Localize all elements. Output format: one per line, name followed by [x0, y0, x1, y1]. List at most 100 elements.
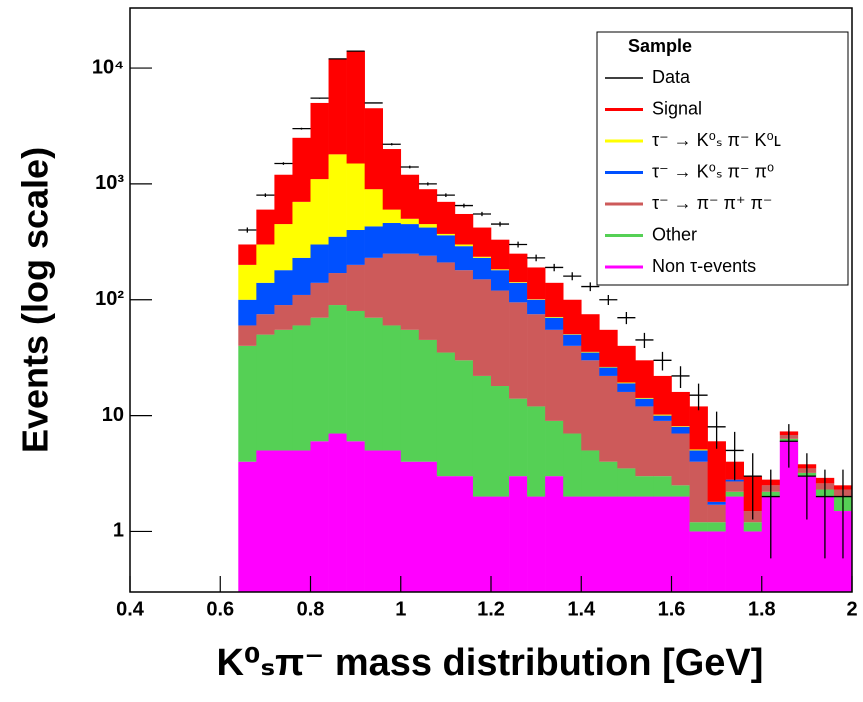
data-point: [310, 97, 329, 99]
bar: [545, 317, 564, 330]
bar: [707, 441, 726, 502]
data-point: [671, 366, 690, 388]
x-tick-label: 1.8: [748, 598, 776, 620]
bar: [328, 305, 347, 434]
bar: [581, 450, 600, 497]
bar: [382, 450, 402, 592]
bar: [454, 476, 474, 592]
bar: [599, 329, 618, 367]
bar: [346, 163, 365, 231]
data-point: [833, 469, 852, 559]
bar: [418, 255, 438, 340]
plot-area: [238, 50, 852, 592]
bar: [346, 441, 365, 592]
bar: [527, 267, 546, 300]
y-tick-label: 10⁴: [92, 56, 124, 78]
bar: [310, 317, 329, 442]
x-axis-label: K⁰ₛπ⁻ mass distribution [GeV]: [217, 642, 764, 684]
bar: [491, 386, 510, 497]
bar: [653, 415, 672, 421]
bar: [436, 233, 456, 236]
bar: [454, 213, 474, 245]
bar: [436, 262, 456, 353]
bar: [418, 339, 438, 462]
data-point: [563, 272, 582, 281]
bar: [310, 441, 329, 592]
bar: [581, 360, 600, 451]
bar: [364, 189, 383, 227]
x-tick-label: 0.8: [297, 598, 325, 620]
bar: [436, 476, 456, 592]
bar: [527, 299, 546, 300]
bar: [563, 299, 582, 335]
bar: [292, 201, 311, 258]
bar: [689, 406, 708, 450]
bar: [779, 441, 799, 592]
bar: [292, 137, 311, 202]
bar: [509, 282, 528, 283]
bar: [274, 174, 293, 225]
bar: [382, 149, 402, 210]
bar: [310, 102, 329, 180]
bar: [274, 270, 293, 306]
bar: [292, 325, 311, 451]
data-point: [725, 431, 744, 481]
legend-label: Data: [652, 67, 691, 87]
x-tick-label: 1.4: [567, 598, 596, 620]
bar: [472, 375, 492, 497]
bar: [472, 256, 492, 258]
bar: [545, 420, 564, 477]
bar: [671, 426, 690, 434]
legend-label: Non τ-events: [652, 256, 756, 276]
x-tick-label: 1.6: [658, 598, 686, 620]
bar: [491, 269, 510, 271]
bar: [635, 360, 654, 398]
bar: [635, 496, 654, 592]
data-point: [256, 193, 275, 197]
bar: [653, 496, 672, 592]
bar: [292, 450, 311, 592]
y-tick-label: 10²: [95, 288, 124, 310]
bar: [545, 316, 564, 318]
bar: [256, 209, 275, 245]
bar: [472, 496, 492, 592]
bar: [400, 329, 420, 462]
bar: [400, 253, 420, 330]
data-point: [617, 312, 636, 325]
bar: [238, 325, 257, 346]
bar: [707, 531, 726, 592]
bar: [581, 496, 600, 592]
bar: [491, 239, 510, 270]
bar: [635, 476, 654, 497]
bar: [346, 310, 365, 442]
data-point: [635, 332, 654, 349]
bar: [689, 461, 708, 523]
bar: [310, 179, 329, 245]
bar: [545, 282, 564, 317]
bar: [671, 391, 690, 427]
legend-label: Other: [652, 224, 697, 244]
bar: [400, 218, 420, 225]
bar: [509, 302, 528, 399]
bar: [599, 367, 618, 376]
legend-label: τ⁻ → K⁰ₛ π⁻ π⁰: [652, 161, 774, 181]
bar: [256, 334, 275, 451]
bar: [472, 279, 492, 376]
bar: [671, 433, 690, 486]
bar: [653, 375, 672, 415]
bar: [238, 244, 257, 265]
bar: [472, 257, 492, 280]
bar: [527, 299, 546, 315]
bar: [364, 108, 383, 190]
y-tick-label: 10³: [95, 172, 124, 194]
x-tick-label: 1: [395, 598, 406, 620]
bar: [310, 282, 329, 318]
bar: [454, 244, 474, 247]
bar: [563, 433, 582, 497]
bar: [256, 282, 275, 315]
bar: [328, 58, 347, 155]
bar: [707, 522, 726, 532]
bar: [418, 227, 438, 256]
bar: [274, 450, 293, 592]
x-tick-label: 2: [846, 598, 857, 620]
